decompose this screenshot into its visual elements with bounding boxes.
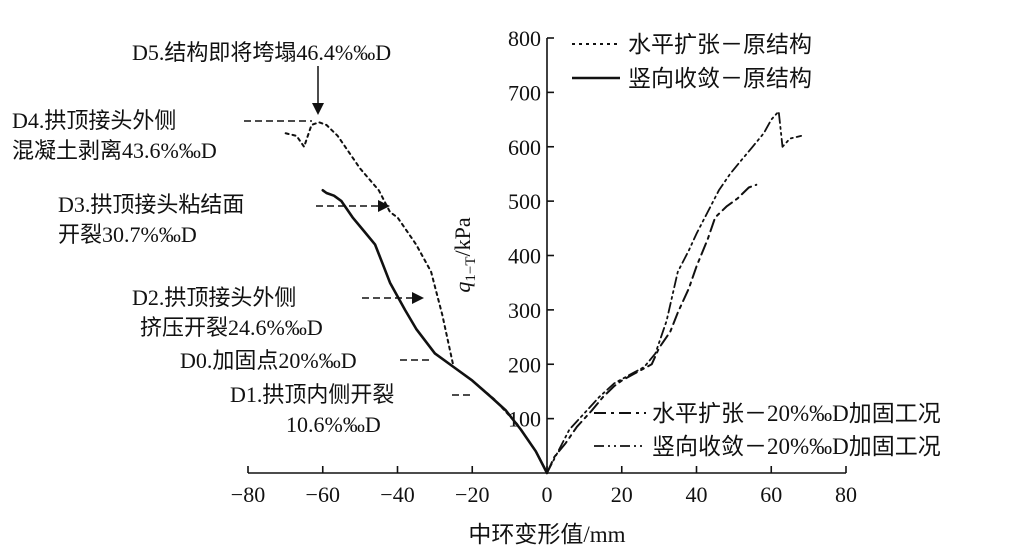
arrow-d3 — [378, 200, 390, 212]
x-tick-label: −80 — [231, 482, 265, 507]
series-layer — [284, 110, 802, 475]
axes: −80 −60 −40 −20 0 20 40 60 80中环变形值/mm10020030040… — [231, 26, 857, 547]
y-axis-title: q1−T/kPa — [450, 217, 479, 292]
x-tick-label: −60 — [306, 482, 340, 507]
annotation-d3-line2: 开裂30.7%‰D — [58, 222, 197, 247]
legend-layer: 水平扩张－原结构竖向收敛－原结构水平扩张－20%‰D加固工况竖向收敛－20%‰D… — [572, 32, 941, 459]
y-axis-title-subscript: 1−T — [463, 257, 479, 282]
annotation-d5: D5.结构即将垮塌46.4%‰D — [132, 40, 391, 65]
x-tick-label: 80 — [835, 482, 857, 507]
series-line-4 — [546, 110, 802, 474]
y-tick-label: 500 — [508, 189, 541, 214]
x-tick-label: 0 — [542, 482, 553, 507]
series-line-2 — [321, 189, 549, 475]
y-tick-label: 300 — [508, 298, 541, 323]
y-tick-label: 400 — [508, 244, 541, 269]
y-axis-title-symbol: q — [450, 282, 475, 293]
x-tick-label: 60 — [760, 482, 782, 507]
annotation-d1-line1: D1.拱顶内侧开裂 — [230, 382, 394, 407]
legend-label-2: 竖向收敛－原结构 — [628, 66, 812, 91]
annotation-d4-line2: 混凝土剥离43.6%‰D — [12, 138, 217, 163]
x-tick-label: −40 — [380, 482, 414, 507]
annotation-d2-line2: 挤压开裂24.6%‰D — [140, 315, 323, 340]
legend-label-1: 水平扩张－原结构 — [628, 32, 812, 57]
y-tick-label: 700 — [508, 80, 541, 105]
x-axis-title: 中环变形值/mm — [468, 522, 625, 547]
y-axis-title-unit: /kPa — [450, 217, 475, 256]
x-tick-label: −20 — [455, 482, 489, 507]
arrow-d2 — [412, 292, 424, 304]
annotation-d1-line2: 10.6%‰D — [286, 412, 381, 437]
series-line-3 — [546, 183, 758, 474]
x-tick-label: 20 — [611, 482, 633, 507]
annotation-d0: D0.加固点20%‰D — [180, 348, 357, 373]
y-tick-label: 800 — [508, 26, 541, 51]
annotation-d4-line1: D4.拱顶接头外侧 — [12, 108, 176, 133]
arrow-d5 — [312, 103, 324, 115]
y-tick-label: 600 — [508, 135, 541, 160]
legend-label-3: 水平扩张－20%‰D加固工况 — [652, 401, 941, 426]
legend-label-4: 竖向收敛－20%‰D加固工况 — [652, 434, 941, 459]
annotation-d3-line1: D3.拱顶接头粘结面 — [58, 192, 244, 217]
y-tick-label: 200 — [508, 352, 541, 377]
annotation-d2-line1: D2.拱顶接头外侧 — [132, 285, 296, 310]
x-tick-label: 40 — [686, 482, 708, 507]
